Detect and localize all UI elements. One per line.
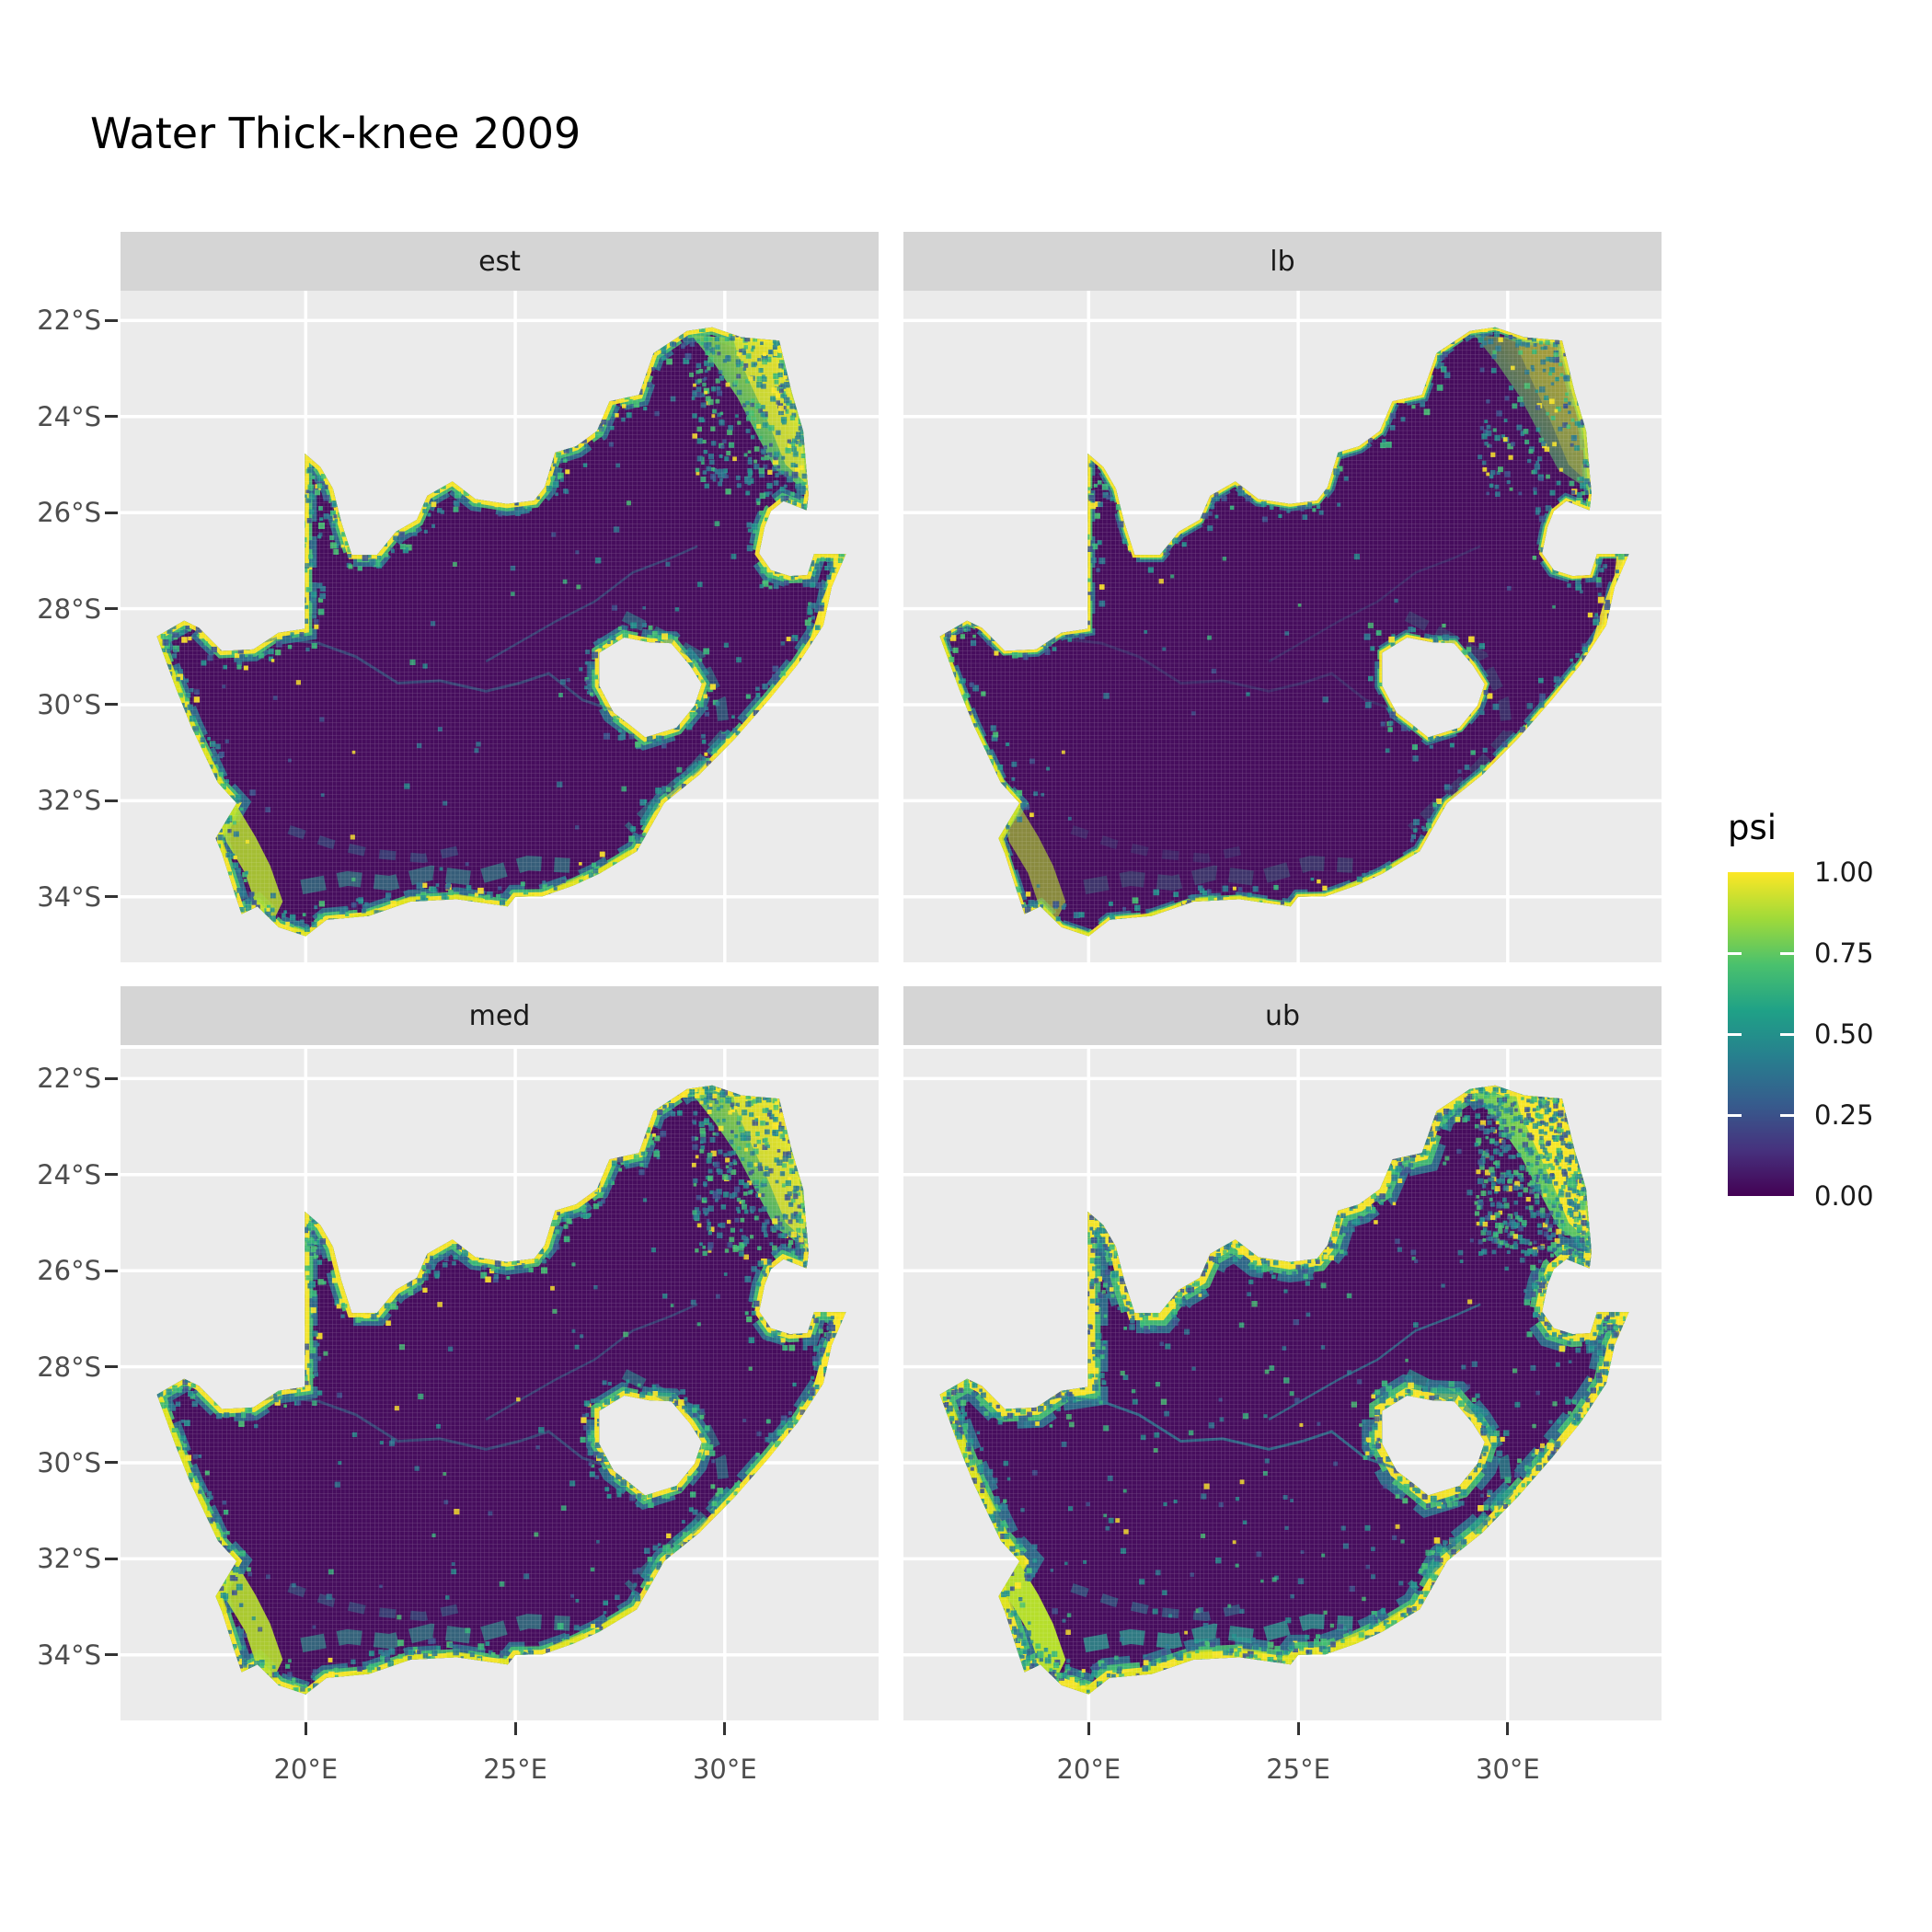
x-axis-tick-mark xyxy=(723,1722,727,1735)
x-axis-label: 30°E xyxy=(692,1754,757,1785)
map-panel-est xyxy=(121,291,879,962)
y-axis-tick-mark xyxy=(105,1461,118,1465)
x-axis-tick-mark xyxy=(304,1722,307,1735)
y-axis-tick-mark xyxy=(105,511,118,514)
y-axis-label: 26°S xyxy=(37,1255,101,1287)
y-axis-tick-mark xyxy=(105,1269,118,1272)
y-axis-label: 22°S xyxy=(37,305,101,337)
y-axis-tick-mark xyxy=(105,799,118,802)
legend-tick-mark xyxy=(1780,951,1794,955)
y-axis-tick-mark xyxy=(105,415,118,419)
y-axis-tick-mark xyxy=(105,1365,118,1369)
y-axis-label: 34°S xyxy=(37,1639,101,1671)
facet-strip-label: est xyxy=(478,245,521,278)
map-panel-lb xyxy=(903,291,1662,962)
y-axis-label: 34°S xyxy=(37,880,101,913)
y-axis-tick-mark xyxy=(105,1557,118,1560)
y-axis-tick-mark xyxy=(105,607,118,611)
facet-strip-est: est xyxy=(121,232,879,291)
y-axis-label: 28°S xyxy=(37,592,101,625)
map-lb xyxy=(903,291,1662,962)
x-axis-label: 25°E xyxy=(1266,1754,1330,1785)
facet-strip-label: ub xyxy=(1264,999,1301,1032)
y-axis-tick-mark xyxy=(105,1173,118,1177)
legend-tick-mark xyxy=(1728,1032,1742,1036)
y-axis-label: 22°S xyxy=(37,1063,101,1095)
x-axis-label: 20°E xyxy=(1056,1754,1121,1785)
y-axis-label: 24°S xyxy=(37,1158,101,1190)
x-axis-tick-mark xyxy=(1296,1722,1300,1735)
y-axis-label: 32°S xyxy=(37,785,101,817)
legend-label: 0.75 xyxy=(1814,937,1874,969)
legend-tick-mark xyxy=(1780,1032,1794,1036)
y-axis-label: 26°S xyxy=(37,497,101,529)
y-axis-tick-mark xyxy=(105,1076,118,1080)
x-axis-label: 25°E xyxy=(483,1754,547,1785)
legend-label: 0.00 xyxy=(1814,1180,1874,1212)
map-panel-med xyxy=(121,1049,879,1720)
x-axis-label: 20°E xyxy=(273,1754,339,1785)
legend-tick-mark xyxy=(1728,1113,1742,1117)
facet-strip-med: med xyxy=(121,986,879,1045)
x-axis-tick-mark xyxy=(1087,1722,1090,1735)
map-ub xyxy=(903,1049,1662,1720)
facet-strip-ub: ub xyxy=(903,986,1662,1045)
x-axis-tick-mark xyxy=(1506,1722,1510,1735)
y-axis-label: 30°S xyxy=(37,1446,101,1478)
x-axis-label: 30°E xyxy=(1475,1754,1540,1785)
y-axis-label: 32°S xyxy=(37,1543,101,1575)
plot-title: Water Thick-knee 2009 xyxy=(90,109,581,158)
facet-strip-lb: lb xyxy=(903,232,1662,291)
legend-tick-mark xyxy=(1728,951,1742,955)
x-axis-tick-mark xyxy=(513,1722,517,1735)
y-axis-label: 30°S xyxy=(37,688,101,720)
map-med xyxy=(121,1049,879,1720)
y-axis-label: 24°S xyxy=(37,400,101,432)
legend-label: 1.00 xyxy=(1814,857,1874,888)
map-panel-ub xyxy=(903,1049,1662,1720)
facet-strip-label: med xyxy=(468,999,531,1032)
y-axis-tick-mark xyxy=(105,318,118,322)
y-axis-tick-mark xyxy=(105,895,118,899)
legend-tick-mark xyxy=(1780,1113,1794,1117)
legend-label: 0.50 xyxy=(1814,1018,1874,1050)
map-est xyxy=(121,291,879,962)
y-axis-label: 28°S xyxy=(37,1351,101,1383)
y-axis-tick-mark xyxy=(105,703,118,707)
facet-strip-label: lb xyxy=(1270,245,1295,278)
legend-title: psi xyxy=(1728,808,1777,847)
legend-label: 0.25 xyxy=(1814,1099,1874,1131)
y-axis-tick-mark xyxy=(105,1653,118,1657)
